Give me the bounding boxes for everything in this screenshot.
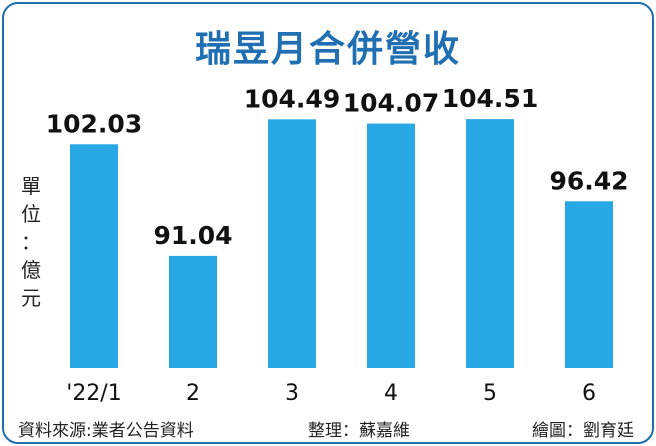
unit-label: 單位 ： 億元 (18, 172, 44, 312)
category-label-0: '22/1 (66, 381, 121, 406)
bar-1 (169, 255, 217, 368)
bar-5 (565, 201, 613, 368)
chart-title: 瑞昱月合併營收 (194, 29, 461, 70)
bar-4 (466, 119, 514, 368)
value-label-2: 104.49 (244, 84, 340, 113)
unit-label-char: 單 (21, 174, 41, 198)
value-label-0: 102.03 (46, 109, 142, 138)
unit-label-char: 億 (21, 258, 41, 282)
category-label-3: 4 (384, 381, 398, 406)
bar-0 (70, 144, 118, 368)
unit-label-char: ： (21, 230, 41, 254)
category-label-5: 6 (582, 381, 596, 406)
category-label-1: 2 (186, 381, 200, 406)
unit-label-char: 元 (21, 286, 41, 310)
source-note: 資料來源:業者公告資料 (18, 421, 194, 441)
value-label-1: 91.04 (153, 221, 232, 250)
drawing-credit: 繪圖：劉育廷 (532, 421, 634, 441)
bar-3 (367, 123, 415, 368)
value-label-3: 104.07 (343, 89, 439, 118)
organizer-note: 整理：蘇嘉維 (308, 421, 410, 441)
category-label-4: 5 (483, 381, 497, 406)
value-label-4: 104.51 (442, 84, 538, 113)
unit-label-char: 位 (21, 202, 41, 226)
bar-2 (268, 119, 316, 368)
value-label-5: 96.42 (549, 166, 628, 195)
category-label-2: 3 (285, 381, 299, 406)
bar-chart: 102.03 '22/1 91.04 2 104.49 3 104.07 4 104.51 5 96… (46, 84, 629, 406)
